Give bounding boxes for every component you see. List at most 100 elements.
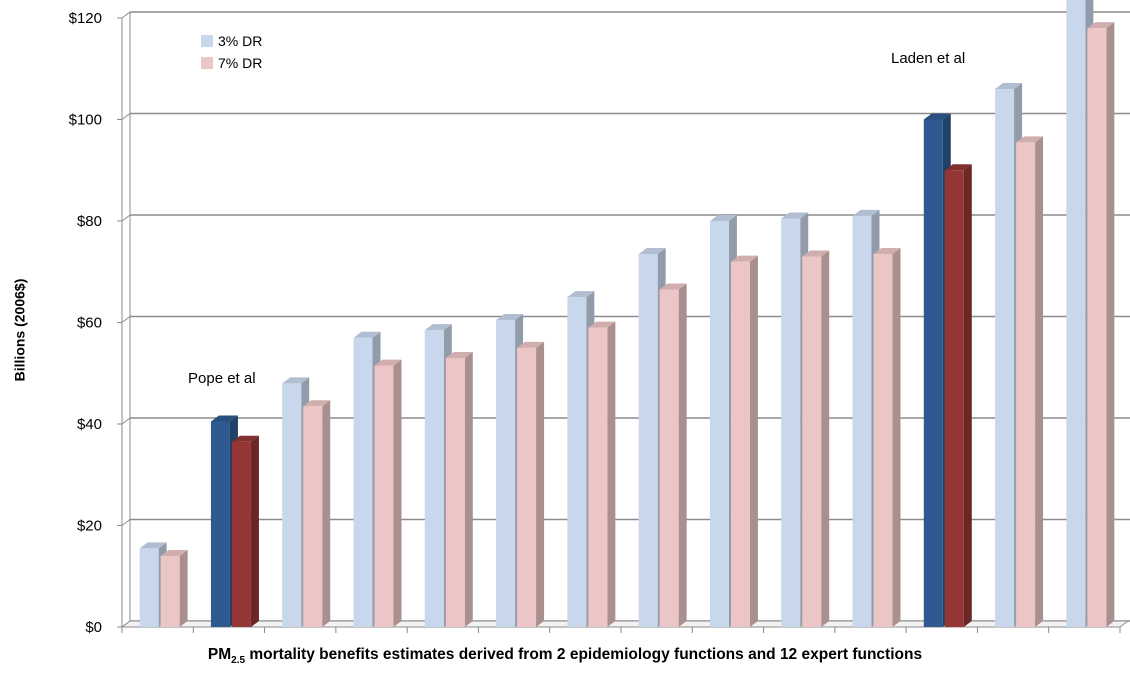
bar-top-0-11 bbox=[923, 113, 951, 120]
legend-swatch-7pct bbox=[201, 57, 213, 69]
bar-top-0-2 bbox=[282, 377, 310, 384]
bar-side-1-5 bbox=[536, 341, 545, 627]
bar-0-0 bbox=[139, 548, 159, 627]
legend-label-3pct: 3% DR bbox=[218, 33, 263, 49]
bar-top-0-6 bbox=[567, 291, 595, 298]
bar-1-5 bbox=[517, 347, 537, 627]
chart-floor bbox=[120, 620, 1130, 628]
bar-1-10 bbox=[873, 253, 893, 628]
bar-top-1-10 bbox=[873, 247, 901, 254]
bar-1-2 bbox=[303, 406, 323, 627]
bar-1-7 bbox=[659, 289, 679, 627]
y-axis-label: Billions (2006$) bbox=[11, 278, 28, 382]
gridline-depth-20 bbox=[121, 519, 131, 526]
gridline-depth-80 bbox=[121, 214, 131, 222]
y-tick-label-0: $0 bbox=[85, 619, 102, 636]
bar-side-1-10 bbox=[892, 247, 901, 628]
bar-top-1-6 bbox=[588, 321, 616, 328]
annotation-laden: Laden et al bbox=[891, 50, 966, 67]
legend-item-7pct: 7% DR bbox=[201, 52, 262, 74]
bar-1-13 bbox=[1087, 28, 1107, 627]
y-tick-label-40: $40 bbox=[77, 416, 102, 433]
bar-side-1-7 bbox=[678, 283, 687, 627]
gridline-depth-60 bbox=[121, 316, 131, 323]
bar-top-1-0 bbox=[160, 549, 188, 556]
bar-side-1-2 bbox=[322, 400, 331, 627]
bar-side-1-0 bbox=[179, 549, 188, 627]
bar-0-13 bbox=[1066, 0, 1086, 627]
bar-0-3 bbox=[353, 337, 373, 627]
bar-1-11 bbox=[944, 170, 964, 627]
bar-side-1-12 bbox=[1035, 136, 1044, 627]
bar-0-6 bbox=[567, 297, 587, 627]
bar-top-0-4 bbox=[424, 324, 452, 331]
legend-item-3pct: 3% DR bbox=[201, 30, 262, 52]
bar-1-6 bbox=[588, 327, 608, 627]
gridline-depth-120 bbox=[121, 11, 131, 19]
legend-swatch-3pct bbox=[201, 35, 213, 47]
bar-top-1-11 bbox=[944, 164, 972, 171]
x-axis-label: PM2.5 mortality benefits estimates deriv… bbox=[0, 646, 1130, 666]
bar-side-1-9 bbox=[821, 250, 830, 627]
y-axis-label-wrapper: Billions (2006$) bbox=[7, 250, 31, 410]
bar-side-1-3 bbox=[393, 359, 402, 627]
y-tick-label-80: $80 bbox=[77, 213, 102, 230]
bar-top-1-3 bbox=[374, 359, 402, 366]
bar-0-8 bbox=[709, 221, 729, 627]
bar-0-7 bbox=[638, 253, 658, 628]
bar-top-0-8 bbox=[709, 215, 737, 221]
bar-top-0-3 bbox=[353, 331, 381, 338]
bar-0-9 bbox=[781, 218, 801, 627]
bar-0-2 bbox=[282, 383, 302, 627]
bar-top-1-7 bbox=[659, 283, 687, 290]
y-tick-label-120: $120 bbox=[69, 10, 102, 27]
bar-0-5 bbox=[496, 319, 516, 627]
bar-top-1-13 bbox=[1087, 22, 1115, 29]
bar-1-3 bbox=[374, 365, 394, 627]
bar-1-1 bbox=[231, 441, 251, 627]
y-tick-label-100: $100 bbox=[69, 112, 102, 129]
bar-top-0-12 bbox=[995, 83, 1023, 90]
bar-side-1-8 bbox=[749, 255, 758, 627]
bar-top-1-1 bbox=[231, 435, 259, 442]
bar-top-0-9 bbox=[781, 212, 809, 219]
bar-top-0-0 bbox=[139, 542, 167, 549]
x-axis-label-subscript: 2.5 bbox=[231, 655, 246, 667]
bar-1-0 bbox=[160, 555, 180, 627]
y-tick-label-20: $20 bbox=[77, 518, 102, 535]
y-tick-label-60: $60 bbox=[77, 315, 102, 332]
bar-top-0-10 bbox=[852, 209, 880, 216]
bar-side-1-11 bbox=[963, 164, 972, 627]
bar-1-4 bbox=[445, 358, 465, 627]
bar-1-12 bbox=[1016, 142, 1036, 627]
bar-side-1-1 bbox=[250, 435, 259, 627]
bar-top-0-7 bbox=[638, 247, 666, 254]
bar-0-10 bbox=[852, 215, 872, 628]
bar-top-0-1 bbox=[210, 415, 238, 422]
legend-label-7pct: 7% DR bbox=[218, 55, 263, 71]
bar-1-9 bbox=[802, 256, 822, 627]
bar-top-1-2 bbox=[303, 400, 331, 407]
bar-top-0-5 bbox=[496, 313, 524, 320]
bar-1-8 bbox=[730, 261, 750, 627]
legend: 3% DR 7% DR bbox=[201, 30, 262, 74]
bar-0-4 bbox=[424, 330, 444, 627]
x-axis-label-prefix: PM bbox=[207, 646, 232, 663]
x-axis-label-suffix: mortality benefits estimates derived fro… bbox=[245, 646, 923, 663]
bar-top-1-5 bbox=[517, 341, 545, 348]
bar-top-1-4 bbox=[445, 352, 473, 359]
bar-side-1-13 bbox=[1106, 22, 1115, 627]
bar-top-1-8 bbox=[730, 255, 758, 262]
bar-top-1-9 bbox=[802, 250, 830, 257]
annotation-pope: Pope et al bbox=[188, 370, 256, 387]
gridline-depth-40 bbox=[121, 417, 131, 425]
bar-0-12 bbox=[995, 89, 1015, 628]
gridline-depth-100 bbox=[121, 113, 131, 120]
bar-0-11 bbox=[923, 119, 943, 627]
bar-top-1-12 bbox=[1016, 136, 1044, 143]
bar-0-1 bbox=[210, 421, 230, 627]
bar-side-1-4 bbox=[464, 352, 473, 627]
bar-side-1-6 bbox=[607, 321, 616, 627]
